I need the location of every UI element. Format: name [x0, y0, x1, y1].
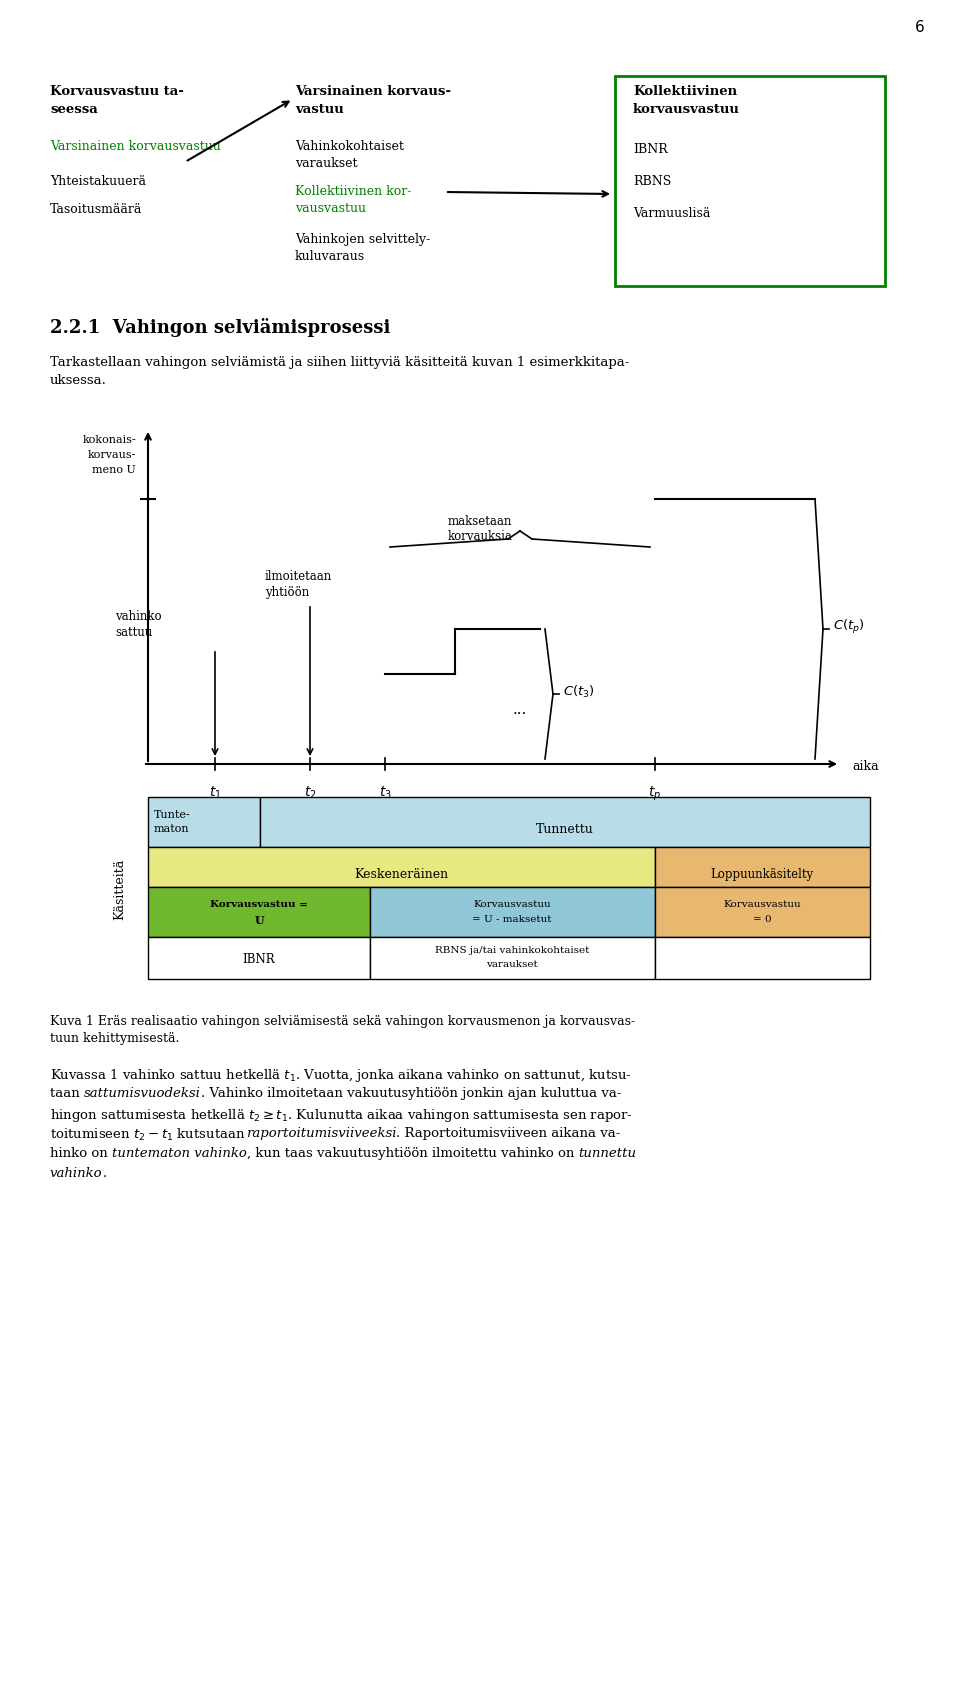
Text: Varsinainen korvausvastuu: Varsinainen korvausvastuu — [50, 140, 221, 154]
Text: sattumisvuodeksi: sattumisvuodeksi — [84, 1086, 201, 1100]
Text: = U - maksetut: = U - maksetut — [472, 914, 552, 924]
Bar — [615, 78, 885, 287]
Text: $t_1$: $t_1$ — [208, 784, 222, 801]
Text: Kuvassa 1 vahinko sattuu hetkellä $t_1$. Vuotta, jonka aikana vahinko on sattunu: Kuvassa 1 vahinko sattuu hetkellä $t_1$.… — [50, 1066, 632, 1083]
Bar — [655, 937, 870, 980]
Text: sattuu: sattuu — [115, 625, 153, 638]
Text: $C(t_3)$: $C(t_3)$ — [563, 684, 595, 699]
Text: hingon sattumisesta hetkellä $t_2 \geq t_1$. Kulunutta aikaa vahingon sattumises: hingon sattumisesta hetkellä $t_2 \geq t… — [50, 1106, 633, 1123]
Text: .: . — [103, 1167, 107, 1179]
Text: maksetaan: maksetaan — [447, 515, 513, 527]
Text: vastuu: vastuu — [295, 103, 344, 117]
Text: tuntematon vahinko: tuntematon vahinko — [112, 1147, 247, 1159]
Text: varaukset: varaukset — [295, 157, 357, 171]
Text: RBNS ja/tai vahinkokohtaiset: RBNS ja/tai vahinkokohtaiset — [435, 946, 589, 954]
Text: 2.2.1  Vahingon selviämisprosessi: 2.2.1 Vahingon selviämisprosessi — [50, 318, 391, 336]
Text: $t_2$: $t_2$ — [303, 784, 317, 801]
Text: RBNS: RBNS — [633, 176, 671, 187]
Text: ilmoitetaan: ilmoitetaan — [265, 569, 332, 583]
Text: tunnettu: tunnettu — [579, 1147, 636, 1159]
Text: IBNR: IBNR — [243, 953, 276, 966]
Text: taan: taan — [50, 1086, 84, 1100]
Bar — [148, 797, 260, 848]
Text: Varsinainen korvaus-: Varsinainen korvaus- — [295, 84, 451, 98]
Bar — [148, 848, 655, 887]
Bar — [655, 887, 870, 937]
Text: aika: aika — [852, 760, 878, 774]
Text: Korvausvastuu: Korvausvastuu — [723, 900, 801, 909]
Text: Tarkastellaan vahingon selviämistä ja siihen liittyviä käsitteitä kuvan 1 esimer: Tarkastellaan vahingon selviämistä ja si… — [50, 356, 630, 368]
Text: Kollektiivinen kor-: Kollektiivinen kor- — [295, 184, 412, 198]
Text: seessa: seessa — [50, 103, 98, 117]
Text: toitumiseen $t_2 - t_1$ kutsutaan: toitumiseen $t_2 - t_1$ kutsutaan — [50, 1127, 246, 1142]
Text: varaukset: varaukset — [486, 959, 538, 968]
Text: $t_p$: $t_p$ — [648, 784, 661, 802]
Text: Keskeneräinen: Keskeneräinen — [354, 868, 448, 880]
Text: korvausvastuu: korvausvastuu — [633, 103, 740, 117]
Text: = 0: = 0 — [753, 914, 771, 924]
Text: Vahinkojen selvittely-: Vahinkojen selvittely- — [295, 233, 430, 247]
Bar — [370, 937, 655, 980]
Text: Korvausvastuu =: Korvausvastuu = — [210, 900, 308, 909]
Text: raportoitumisviiveeksi: raportoitumisviiveeksi — [246, 1127, 396, 1140]
Text: vausvastuu: vausvastuu — [295, 203, 366, 215]
Text: kokonais-: kokonais- — [83, 434, 136, 444]
Text: Korvausvastuu ta-: Korvausvastuu ta- — [50, 84, 184, 98]
Text: hinko on: hinko on — [50, 1147, 112, 1159]
Text: Käsitteitä: Käsitteitä — [113, 858, 127, 919]
Text: $C(t_p)$: $C(t_p)$ — [833, 618, 865, 635]
Text: Loppuunkäsitelty: Loppuunkäsitelty — [710, 868, 813, 880]
Text: vahinko: vahinko — [50, 1167, 103, 1179]
Text: Kollektiivinen: Kollektiivinen — [633, 84, 737, 98]
Text: U: U — [254, 914, 264, 926]
Text: tuun kehittymisestä.: tuun kehittymisestä. — [50, 1032, 180, 1044]
Text: , kun taas vakuutusyhtiöön ilmoitettu vahinko on: , kun taas vakuutusyhtiöön ilmoitettu va… — [247, 1147, 579, 1159]
Bar — [148, 887, 370, 937]
Text: Vahinkokohtaiset: Vahinkokohtaiset — [295, 140, 404, 154]
Text: Yhteistakuuerä: Yhteistakuuerä — [50, 176, 146, 187]
Text: . Vahinko ilmoitetaan vakuutusyhtiöön jonkin ajan kuluttua va-: . Vahinko ilmoitetaan vakuutusyhtiöön jo… — [201, 1086, 621, 1100]
Bar — [148, 937, 370, 980]
Text: $t_3$: $t_3$ — [378, 784, 392, 801]
Text: 6: 6 — [915, 20, 924, 35]
Text: uksessa.: uksessa. — [50, 373, 107, 387]
Text: maton: maton — [154, 824, 190, 833]
Text: yhtiöön: yhtiöön — [265, 586, 309, 598]
Text: Korvausvastuu: Korvausvastuu — [473, 900, 551, 909]
Bar — [655, 848, 870, 887]
Text: IBNR: IBNR — [633, 144, 668, 155]
Text: Tunte-: Tunte- — [154, 809, 191, 819]
Text: korvaus-: korvaus- — [87, 449, 136, 459]
Text: meno U: meno U — [92, 464, 136, 475]
Text: Kuva 1 Eräs realisaatio vahingon selviämisestä sekä vahingon korvausmenon ja kor: Kuva 1 Eräs realisaatio vahingon selviäm… — [50, 1015, 636, 1027]
Text: vahinko: vahinko — [115, 610, 161, 623]
Text: Tasoitusmäärä: Tasoitusmäärä — [50, 203, 142, 216]
Text: kuluvaraus: kuluvaraus — [295, 250, 365, 263]
Bar — [370, 887, 655, 937]
Text: Varmuuslisä: Varmuuslisä — [633, 206, 710, 220]
Text: ...: ... — [513, 703, 527, 716]
Text: korvauksia: korvauksia — [447, 530, 513, 542]
Text: Tunnettu: Tunnettu — [536, 823, 594, 836]
Text: . Raportoitumisviiveen aikana va-: . Raportoitumisviiveen aikana va- — [396, 1127, 620, 1140]
Bar — [260, 797, 870, 848]
